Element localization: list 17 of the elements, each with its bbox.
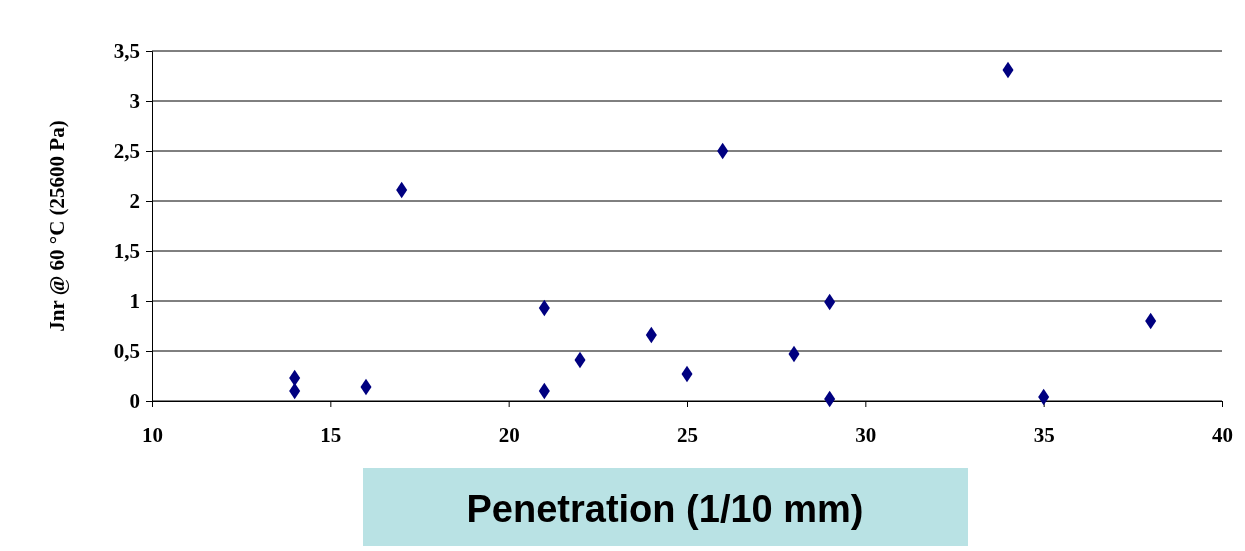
y-tick-label: 2: [129, 189, 140, 214]
y-tick-label: 2,5: [113, 139, 140, 164]
x-tick-label: 15: [320, 422, 342, 447]
x-tick-label: 10: [142, 422, 163, 447]
y-tick-label: 0,5: [113, 339, 140, 364]
x-tick-label: 35: [1033, 422, 1055, 447]
y-tick-label: 3,5: [113, 39, 140, 64]
y-tick-label: 3: [129, 89, 140, 114]
x-tick-label: 25: [677, 422, 698, 447]
x-tick-label: 30: [855, 422, 877, 447]
y-axis-title: Jnr @ 60 °C (25600 Pa): [45, 120, 69, 332]
y-tick-label: 1: [129, 289, 140, 314]
x-tick-label: 20: [498, 422, 520, 447]
x-axis-title: Penetration (1/10 mm): [466, 488, 864, 530]
y-tick-label: 0: [129, 389, 140, 414]
y-tick-label: 1,5: [113, 239, 140, 264]
x-tick-label: 40: [1212, 422, 1233, 447]
